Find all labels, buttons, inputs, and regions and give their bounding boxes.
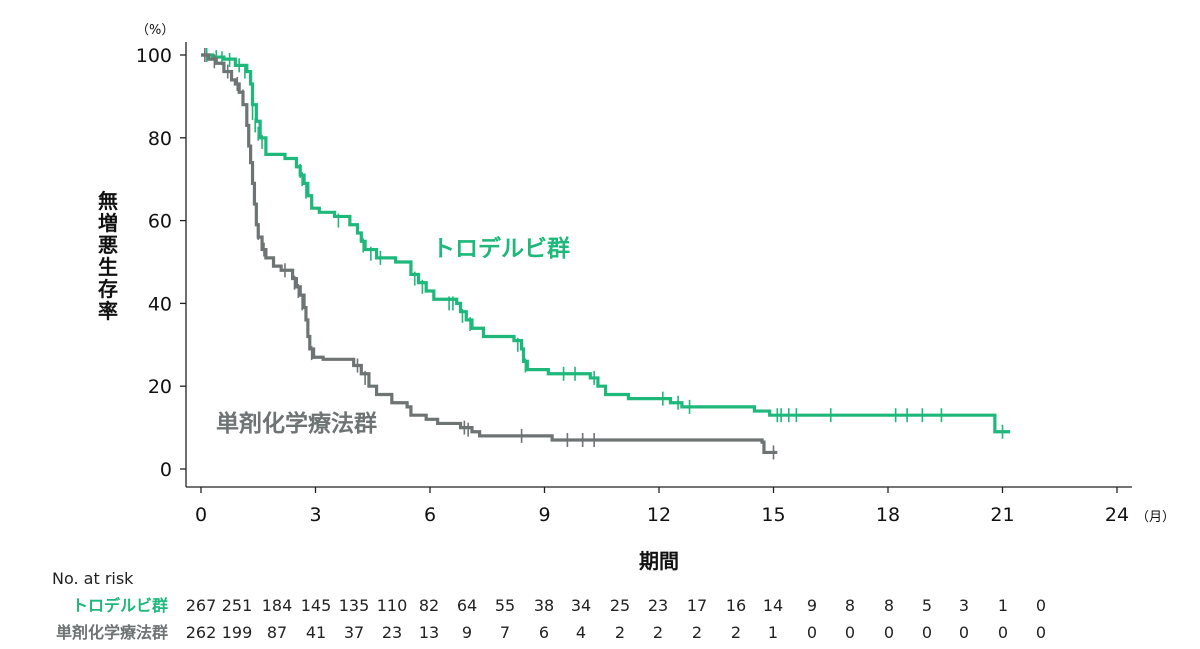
at-risk-value: 25 (610, 596, 630, 615)
x-tick-label: 0 (195, 504, 207, 526)
x-tick-label: 6 (424, 504, 436, 526)
at-risk-value: 16 (726, 596, 746, 615)
at-risk-value: 8 (884, 596, 894, 615)
at-risk-value: 14 (763, 596, 783, 615)
y-tick-label: 80 (148, 128, 172, 150)
at-risk-row-name: 単剤化学療法群 (56, 623, 168, 642)
x-axis-title: 期間 (639, 549, 679, 573)
at-risk-value: 2 (653, 623, 663, 642)
y-axis-title-char: 増 (98, 211, 118, 235)
at-risk-row-name: トロデルビ群 (72, 596, 168, 615)
at-risk-value: 37 (344, 623, 364, 642)
at-risk-value: 145 (301, 596, 332, 615)
at-risk-header: No. at risk (52, 569, 134, 588)
at-risk-value: 0 (884, 623, 894, 642)
x-tick-label: 21 (990, 504, 1014, 526)
y-tick-label: 100 (136, 45, 172, 67)
series-label-trodelvy: トロデルビ群 (432, 235, 570, 262)
x-tick-label: 18 (876, 504, 900, 526)
at-risk-value: 41 (306, 623, 326, 642)
y-axis-title-char: 無 (98, 189, 118, 213)
at-risk-table: トロデルビ群 267 251 184 145 135 110 82 64 55 38 34 25 23 17… (56, 596, 1046, 642)
y-axis-title-char: 悪 (98, 233, 118, 257)
at-risk-value: 13 (419, 623, 439, 642)
at-risk-value: 199 (222, 623, 253, 642)
at-risk-value: 110 (377, 596, 408, 615)
at-risk-value: 87 (267, 623, 287, 642)
x-tick-label: 12 (647, 504, 671, 526)
at-risk-value: 135 (339, 596, 370, 615)
y-unit-label: （%） (136, 23, 174, 38)
at-risk-value: 0 (1036, 596, 1046, 615)
at-risk-value: 2 (731, 623, 741, 642)
at-risk-value: 184 (262, 596, 293, 615)
x-ticks: 0 3 6 9 12 15 18 21 24 (195, 487, 1129, 526)
series-layer (201, 48, 1011, 460)
at-risk-value: 262 (186, 623, 217, 642)
at-risk-value: 251 (222, 596, 253, 615)
y-axis-title-char: 存 (98, 277, 118, 301)
at-risk-value: 17 (687, 596, 707, 615)
at-risk-value: 9 (462, 623, 472, 642)
at-risk-value: 55 (495, 596, 515, 615)
y-ticks: 0 20 40 60 80 100 (136, 45, 186, 481)
at-risk-value: 2 (692, 623, 702, 642)
x-tick-label: 15 (761, 504, 785, 526)
at-risk-value: 267 (186, 596, 217, 615)
at-risk-value: 7 (500, 623, 510, 642)
at-risk-value: 4 (576, 623, 586, 642)
at-risk-value: 0 (959, 623, 969, 642)
y-tick-label: 0 (160, 459, 172, 481)
y-tick-label: 20 (148, 376, 172, 398)
x-tick-label: 3 (309, 504, 321, 526)
y-tick-label: 40 (148, 293, 172, 315)
at-risk-value: 9 (807, 596, 817, 615)
series-line-1 (201, 53, 778, 455)
at-risk-value: 5 (922, 596, 932, 615)
y-axis-title-char: 生 (98, 255, 118, 279)
y-tick-label: 60 (148, 211, 172, 233)
at-risk-value: 38 (534, 596, 554, 615)
series-label-chemo: 単剤化学療法群 (216, 410, 377, 437)
at-risk-value: 0 (998, 623, 1008, 642)
at-risk-value: 8 (845, 596, 855, 615)
at-risk-value: 0 (845, 623, 855, 642)
at-risk-value: 82 (419, 596, 439, 615)
at-risk-value: 1 (998, 596, 1008, 615)
at-risk-value: 1 (768, 623, 778, 642)
at-risk-value: 0 (1036, 623, 1046, 642)
at-risk-value: 23 (382, 623, 402, 642)
series-line-0 (201, 53, 1011, 434)
at-risk-value: 2 (615, 623, 625, 642)
at-risk-value: 0 (922, 623, 932, 642)
x-tick-label: 9 (538, 504, 550, 526)
x-unit-label: （月） (1136, 510, 1175, 525)
at-risk-value: 0 (807, 623, 817, 642)
at-risk-value: 3 (959, 596, 969, 615)
y-axis-title-char: 率 (98, 299, 118, 323)
at-risk-value: 6 (539, 623, 549, 642)
at-risk-value: 34 (571, 596, 591, 615)
at-risk-value: 23 (648, 596, 668, 615)
x-tick-label: 24 (1105, 504, 1129, 526)
at-risk-value: 64 (457, 596, 477, 615)
